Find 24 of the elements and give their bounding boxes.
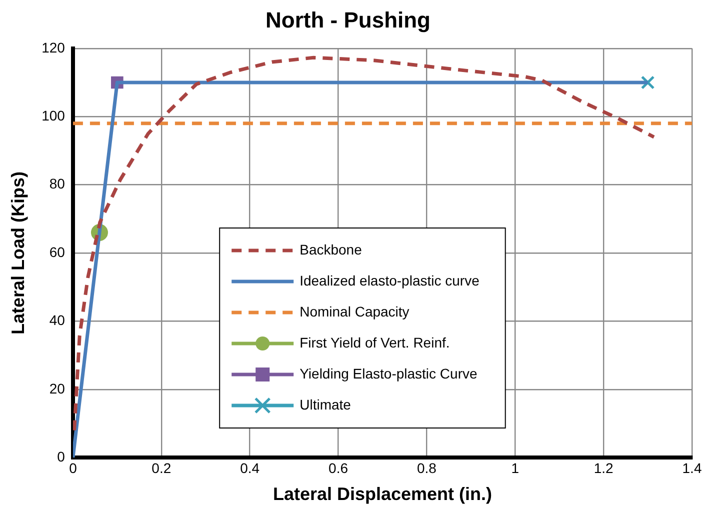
legend-label: Backbone xyxy=(300,241,362,258)
y-tick-label: 120 xyxy=(42,39,66,56)
y-tick-label: 100 xyxy=(42,107,66,124)
y-axis-title: Lateral Load (Kips) xyxy=(8,171,28,335)
x-tick-label: 1.4 xyxy=(682,460,702,476)
x-tick-label: 0.6 xyxy=(328,460,348,476)
y-tick-label: 40 xyxy=(49,312,66,328)
x-tick-label: 1 xyxy=(511,460,520,476)
legend-label: Nominal Capacity xyxy=(300,303,410,320)
y-tick-label: 60 xyxy=(49,244,66,260)
legend-label: First Yield of Vert. Reinf. xyxy=(300,334,450,350)
x-tick-label: 0.8 xyxy=(416,460,437,476)
x-tick-label: 0.2 xyxy=(152,460,172,476)
y-tick-label: 20 xyxy=(49,380,66,396)
legend-label: Ultimate xyxy=(300,396,352,412)
legend-label: Idealized elasto-plastic curve xyxy=(300,272,480,288)
y-tick-label: 0 xyxy=(57,448,66,464)
x-axis-title: Lateral Displacement (in.) xyxy=(272,484,492,504)
x-tick-label: 0.4 xyxy=(240,460,260,476)
y-tick-label: 80 xyxy=(49,176,66,192)
chart-title: North - Pushing xyxy=(266,7,430,32)
x-tick-label: 1.2 xyxy=(594,460,614,476)
legend-label: Yielding Elasto-plastic Curve xyxy=(300,365,478,382)
x-tick-label: 0 xyxy=(69,460,78,476)
